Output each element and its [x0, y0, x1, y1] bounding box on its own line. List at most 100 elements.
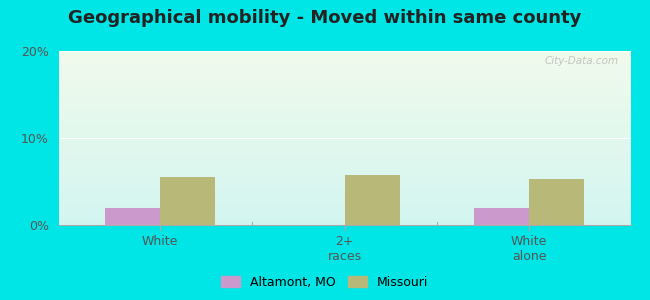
- Bar: [58, 96, 630, 98]
- Bar: [58, 216, 630, 218]
- Bar: [58, 114, 630, 116]
- Bar: [58, 63, 630, 65]
- Bar: [58, 134, 630, 136]
- Bar: [58, 93, 630, 94]
- Bar: [58, 117, 630, 119]
- Bar: [58, 169, 630, 171]
- Bar: [58, 51, 630, 53]
- Bar: [58, 192, 630, 194]
- Bar: [58, 53, 630, 55]
- Bar: [58, 150, 630, 152]
- Bar: [58, 60, 630, 61]
- Bar: [58, 211, 630, 213]
- Bar: [58, 180, 630, 182]
- Bar: [58, 129, 630, 131]
- Bar: [58, 55, 630, 56]
- Bar: [529, 179, 584, 225]
- Text: City-Data.com: City-Data.com: [545, 56, 619, 66]
- Bar: [58, 81, 630, 82]
- Bar: [58, 201, 630, 203]
- Bar: [474, 208, 529, 225]
- Bar: [58, 140, 630, 142]
- Bar: [58, 166, 630, 168]
- Bar: [58, 176, 630, 178]
- Bar: [105, 208, 160, 225]
- Bar: [58, 178, 630, 180]
- Bar: [58, 128, 630, 129]
- Bar: [58, 197, 630, 199]
- Bar: [58, 101, 630, 103]
- Bar: [58, 157, 630, 159]
- Bar: [58, 221, 630, 223]
- Bar: [58, 82, 630, 84]
- Bar: [58, 168, 630, 169]
- Bar: [58, 148, 630, 150]
- Bar: [58, 100, 630, 101]
- Text: Geographical mobility - Moved within same county: Geographical mobility - Moved within sam…: [68, 9, 582, 27]
- Bar: [58, 138, 630, 140]
- Bar: [58, 143, 630, 145]
- Bar: [58, 91, 630, 93]
- Bar: [58, 204, 630, 206]
- Bar: [58, 65, 630, 67]
- Bar: [58, 98, 630, 100]
- Bar: [58, 89, 630, 91]
- Bar: [58, 131, 630, 133]
- Bar: [58, 107, 630, 108]
- Bar: [58, 70, 630, 72]
- Bar: [58, 86, 630, 88]
- Bar: [58, 108, 630, 110]
- Bar: [58, 72, 630, 74]
- Bar: [58, 183, 630, 185]
- Bar: [58, 159, 630, 160]
- Bar: [58, 136, 630, 138]
- Bar: [58, 145, 630, 147]
- Bar: [58, 213, 630, 214]
- Bar: [58, 220, 630, 221]
- Bar: [58, 116, 630, 117]
- Bar: [58, 171, 630, 173]
- Bar: [58, 84, 630, 86]
- Bar: [58, 94, 630, 96]
- Bar: [58, 194, 630, 195]
- Bar: [58, 223, 630, 225]
- Bar: [58, 67, 630, 68]
- Bar: [58, 162, 630, 164]
- Bar: [58, 199, 630, 201]
- Bar: [58, 77, 630, 79]
- Bar: [344, 175, 400, 225]
- Bar: [58, 190, 630, 192]
- Bar: [58, 103, 630, 105]
- Bar: [58, 187, 630, 188]
- Bar: [58, 74, 630, 75]
- Bar: [58, 208, 630, 209]
- Bar: [58, 160, 630, 162]
- Bar: [58, 175, 630, 176]
- Bar: [58, 214, 630, 216]
- Bar: [58, 202, 630, 204]
- Bar: [58, 79, 630, 81]
- Bar: [58, 56, 630, 58]
- Bar: [58, 58, 630, 60]
- Legend: Altamont, MO, Missouri: Altamont, MO, Missouri: [216, 271, 434, 294]
- Bar: [58, 112, 630, 114]
- Bar: [58, 61, 630, 63]
- Bar: [160, 177, 215, 225]
- Bar: [58, 185, 630, 187]
- Bar: [58, 105, 630, 107]
- Bar: [58, 110, 630, 112]
- Bar: [58, 133, 630, 134]
- Bar: [58, 121, 630, 122]
- Bar: [58, 147, 630, 148]
- Bar: [58, 206, 630, 208]
- Bar: [58, 195, 630, 197]
- Bar: [58, 88, 630, 89]
- Bar: [58, 68, 630, 70]
- Bar: [58, 164, 630, 166]
- Bar: [58, 142, 630, 143]
- Bar: [58, 152, 630, 154]
- Bar: [58, 122, 630, 124]
- Bar: [58, 154, 630, 155]
- Bar: [58, 188, 630, 190]
- Bar: [58, 173, 630, 175]
